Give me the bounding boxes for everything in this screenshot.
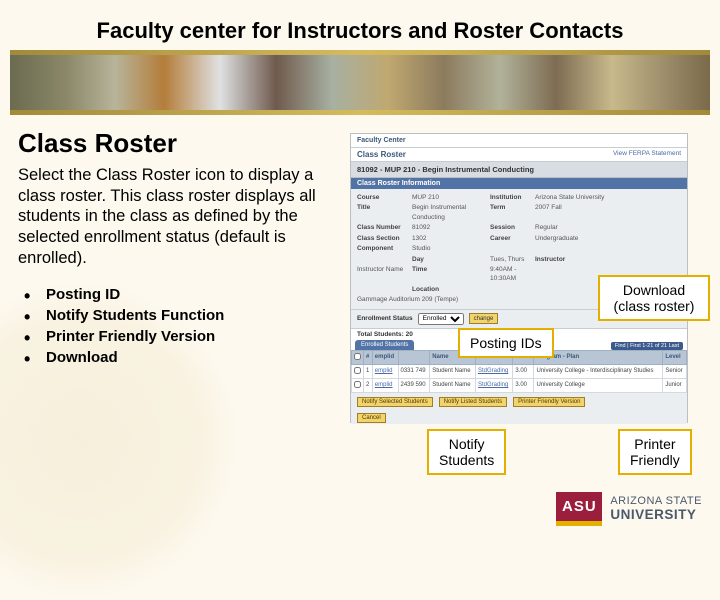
ferpa-link[interactable]: View FERPA Statement — [613, 150, 681, 159]
section-paragraph: Select the Class Roster icon to display … — [18, 165, 338, 268]
bullet-item: Printer Friendly Version — [24, 328, 338, 345]
page-title: Faculty center for Instructors and Roste… — [0, 18, 720, 44]
logo-text: ARIZONA STATE UNIVERSITY — [610, 496, 702, 522]
sc-button-row: Notify Selected Students Notify Listed S… — [351, 393, 687, 411]
sc-page-title: Class Roster — [357, 150, 406, 159]
callout-download: Download(class roster) — [598, 275, 710, 321]
asu-logo: ASU ARIZONA STATE UNIVERSITY — [556, 492, 702, 526]
pager[interactable]: Find | First 1-21 of 21 Last — [611, 342, 683, 350]
bullet-item: Notify Students Function — [24, 307, 338, 324]
callout-posting: Posting IDs — [458, 328, 554, 358]
row-checkbox[interactable] — [354, 367, 361, 374]
change-button[interactable]: change — [469, 313, 499, 324]
notify-listed-button[interactable]: Notify Listed Students — [439, 397, 507, 407]
left-column: Class Roster Select the Class Roster ico… — [18, 128, 338, 370]
sc-app-title: Faculty Center — [351, 134, 687, 148]
bullet-list: Posting ID Notify Students Function Prin… — [18, 286, 338, 366]
bullet-item: Posting ID — [24, 286, 338, 303]
enroll-select[interactable]: Enrolled — [418, 313, 464, 325]
table-row: 1 emplid 0331 749 Student Name StdGradin… — [352, 364, 687, 378]
row-checkbox[interactable] — [354, 381, 361, 388]
notify-selected-button[interactable]: Notify Selected Students — [357, 397, 433, 407]
callout-notify: NotifyStudents — [427, 429, 506, 475]
sc-course-line: 81092 - MUP 210 - Begin Instrumental Con… — [351, 162, 687, 178]
enrolled-tab[interactable]: Enrolled Students — [355, 340, 414, 350]
enroll-label: Enrollment Status — [357, 315, 413, 322]
photo-banner — [10, 55, 710, 110]
table-row: 2 emplid 2439 590 Student Name StdGradin… — [352, 378, 687, 392]
printer-friendly-button[interactable]: Printer Friendly Version — [513, 397, 585, 407]
section-heading: Class Roster — [18, 128, 338, 159]
callout-printer: PrinterFriendly — [618, 429, 692, 475]
logo-badge: ASU — [556, 492, 602, 526]
sc-info-bar: Class Roster Information — [351, 178, 687, 189]
bullet-item: Download — [24, 349, 338, 366]
select-all-checkbox[interactable] — [354, 353, 361, 360]
cancel-button[interactable]: Cancel — [357, 413, 386, 423]
